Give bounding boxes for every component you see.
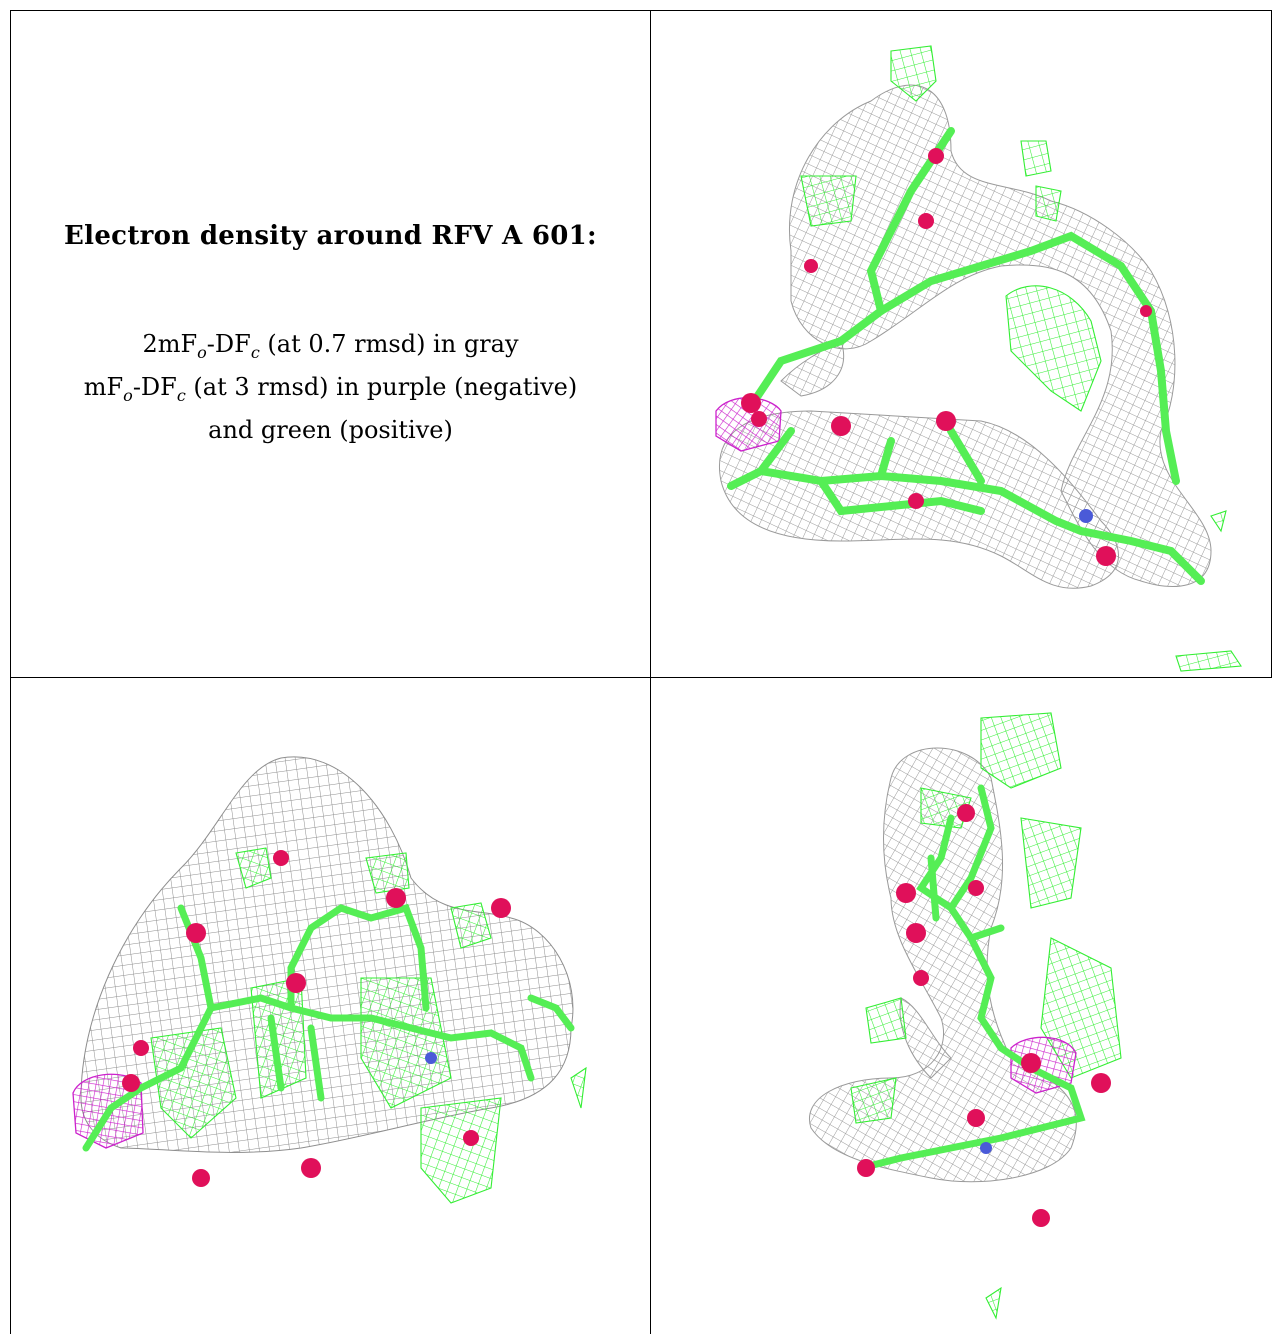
density-view-side bbox=[11, 678, 650, 1334]
middle-divider bbox=[10, 677, 1272, 678]
legend-subscript: o bbox=[197, 342, 207, 362]
nitrogen-atoms bbox=[425, 1052, 437, 1064]
legend-line-mfo: mFo-DFc (at 3 rmsd) in purple (negative) bbox=[11, 370, 650, 413]
right-border bbox=[1271, 10, 1272, 678]
gray-density-mesh bbox=[719, 84, 1212, 589]
top-border bbox=[10, 10, 1272, 11]
density-view-end bbox=[651, 678, 1271, 1334]
gray-density-mesh bbox=[80, 756, 574, 1153]
legend-description: (at 3 rmsd) in purple (negative) bbox=[185, 372, 578, 401]
oxygen-atoms bbox=[122, 850, 511, 1187]
legend-panel: Electron density around RFV A 601: 2mFo-… bbox=[11, 11, 650, 677]
nitrogen-atoms bbox=[1079, 509, 1093, 523]
legend-subscript: c bbox=[176, 385, 186, 405]
ligand-sticks bbox=[727, 127, 1205, 585]
left-border bbox=[10, 10, 11, 1334]
nitrogen-atoms bbox=[980, 1142, 992, 1154]
legend-term: 2mF bbox=[142, 330, 198, 358]
oxygen-atoms bbox=[741, 148, 1152, 566]
density-image-side bbox=[72, 756, 587, 1204]
legend-description: (at 0.7 rmsd) in gray bbox=[259, 330, 519, 358]
ligand-sticks bbox=[82, 903, 575, 1152]
legend-subscript: c bbox=[250, 342, 260, 362]
legend-term: -DF bbox=[206, 330, 251, 358]
legend-line-green: and green (positive) bbox=[208, 415, 453, 444]
density-image-top bbox=[715, 45, 1242, 672]
density-view-top bbox=[651, 11, 1271, 677]
legend-text: 2mFo-DFc (at 0.7 rmsd) in gray mFo-DFc (… bbox=[11, 327, 650, 447]
density-image-end bbox=[809, 712, 1122, 1320]
green-positive-mesh bbox=[800, 45, 1242, 672]
figure-grid: Electron density around RFV A 601: 2mFo-… bbox=[10, 10, 1272, 1334]
ligand-sticks bbox=[857, 784, 1086, 1172]
panel-title: Electron density around RFV A 601: bbox=[64, 221, 597, 251]
legend-term: -DF bbox=[132, 372, 177, 401]
purple-negative-mesh bbox=[715, 397, 782, 452]
oxygen-atoms bbox=[857, 804, 1111, 1227]
center-divider bbox=[650, 10, 651, 1334]
green-positive-mesh bbox=[150, 847, 587, 1204]
legend-term: mF bbox=[83, 372, 124, 401]
legend-line-2mfo: 2mFo-DFc (at 0.7 rmsd) in gray bbox=[11, 327, 650, 370]
legend-subscript: o bbox=[123, 385, 133, 405]
